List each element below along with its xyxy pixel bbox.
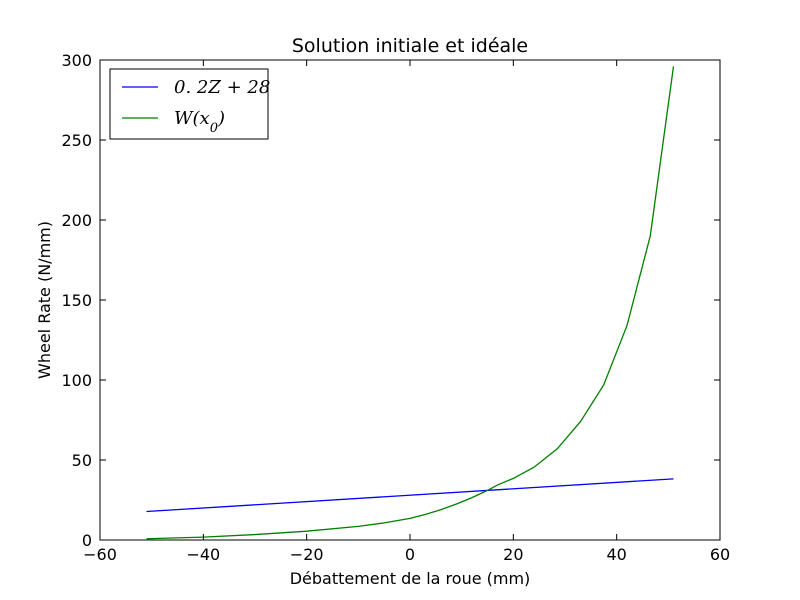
x-tick-label: −60 (83, 545, 117, 564)
x-tick-label: 60 (710, 545, 730, 564)
y-tick-label: 250 (61, 131, 92, 150)
series-line-1 (146, 478, 674, 513)
y-tick-label: 50 (72, 451, 92, 470)
x-tick-label: 20 (503, 545, 523, 564)
x-axis-label: Débattement de la roue (mm) (290, 569, 531, 588)
y-tick-label: 150 (61, 291, 92, 310)
y-tick-label: 100 (61, 371, 92, 390)
legend-box (109, 68, 269, 140)
y-tick-label: 0 (82, 531, 92, 550)
x-tick-label: −20 (290, 545, 324, 564)
plot-area: −60 −40 −20 0 20 40 60 0 50 100 150 200 250 300 0. 2Z … (61, 51, 730, 564)
series-line-2 (146, 66, 675, 540)
chart-title: Solution initiale et idéale (292, 35, 528, 57)
y-tick-label: 300 (61, 51, 92, 70)
y-axis-label: Wheel Rate (N/mm) (35, 221, 54, 379)
legend-label-1: 0. 2Z + 28 (174, 77, 270, 98)
x-tick-label: 0 (405, 545, 415, 564)
y-tick-label: 200 (61, 211, 92, 230)
x-tick-label: 40 (606, 545, 626, 564)
x-tick-label: −40 (186, 545, 220, 564)
